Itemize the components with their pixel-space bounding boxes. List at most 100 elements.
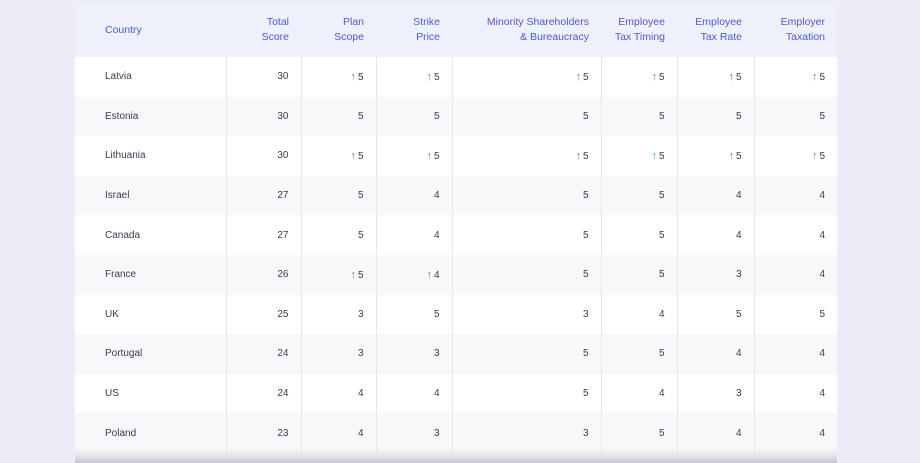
cell-tax-rate: 4 (676, 413, 754, 453)
cell-value: 4 (819, 348, 825, 360)
cell-tax-rate: 4 (676, 175, 754, 216)
cell-total-score: 24 (225, 334, 301, 374)
cell-tax-timing: 5 (600, 215, 677, 255)
cell-value: 5 (433, 110, 440, 122)
cell-tax-rate: 3 (676, 254, 754, 295)
cell-value: 5 (658, 269, 665, 281)
cell-value: 5 (819, 150, 825, 162)
arrow-up-icon: ↑ (426, 268, 432, 281)
arrow-up-icon: ↑ (728, 149, 734, 162)
cell-plan-scope: 3 (300, 294, 376, 335)
cell-tax-timing: 5 (600, 413, 677, 453)
header-strike-price[interactable]: Strike Price (413, 16, 440, 43)
table-row: Israel 27 5 4 5 5 4 4 (75, 175, 837, 216)
arrow-up-icon: ↑ (426, 70, 432, 83)
cell-minority: 5 (451, 373, 601, 414)
cell-tax-timing: ↑ 5 (600, 136, 677, 176)
cell-minority: 5 (451, 215, 601, 255)
cell-strike-price: ↑ 4 (375, 254, 452, 295)
cell-tax-rate: 4 (676, 215, 754, 255)
cell-value: 5 (658, 190, 665, 202)
cell-value: 3 (433, 348, 440, 360)
cell-value: 5 (357, 269, 364, 281)
table-row: Lithuania 30 ↑ 5 ↑ 5 ↑ 5 ↑ 5 ↑ 5 ↑ 5 (75, 136, 837, 176)
cell-employer-tax: 4 (753, 334, 837, 374)
cell-value: 5 (433, 71, 440, 83)
cell-value: 5 (357, 150, 364, 162)
cell-value: 5 (658, 427, 665, 439)
cell-value: 5 (819, 110, 825, 122)
header-plan-scope[interactable]: Plan Scope (334, 16, 364, 43)
arrow-up-icon: ↑ (350, 70, 356, 83)
cell-total-score: 24 (225, 373, 301, 414)
cell-country: UK (105, 308, 119, 320)
header-country[interactable]: Country (105, 23, 142, 36)
cell-minority: 5 (451, 175, 601, 216)
cell-minority: ↑ 5 (451, 57, 601, 97)
header-minority-shareholders[interactable]: Minority Shareholders & Bureaucracy (486, 16, 589, 43)
cell-value: 5 (658, 348, 665, 360)
cell-value: 5 (582, 348, 589, 360)
cell-strike-price: ↑ 5 (375, 57, 452, 97)
cell-value: 3 (582, 308, 589, 320)
header-employee-tax-timing[interactable]: Employee Tax Timing (614, 16, 665, 43)
cell-value: 4 (735, 229, 742, 241)
arrow-up-icon: ↑ (575, 149, 581, 162)
cell-value: 4 (819, 388, 825, 400)
table-body: Latvia 30 ↑ 5 ↑ 5 ↑ 5 ↑ 5 ↑ 5 ↑ 5 Estonia 30 5 5 5 5 5 5 Lithu… (75, 57, 837, 453)
cell-plan-scope: 3 (300, 334, 376, 374)
cell-value: 5 (658, 150, 665, 162)
cell-employer-tax: 5 (753, 96, 837, 137)
cell-strike-price: 4 (375, 215, 452, 255)
cell-employer-tax: ↑ 5 (753, 57, 837, 97)
cell-minority: 5 (451, 334, 601, 374)
cell-tax-timing: 5 (600, 334, 677, 374)
cell-employer-tax: ↑ 5 (753, 136, 837, 176)
cell-value: 5 (735, 308, 742, 320)
cell-value: 5 (582, 71, 589, 83)
cell-strike-price: ↑ 5 (375, 136, 452, 176)
cell-plan-scope: ↑ 5 (300, 136, 376, 176)
table-row: US 24 4 4 5 4 3 4 (75, 373, 837, 414)
cell-value: 4 (735, 190, 742, 202)
cell-strike-price: 4 (375, 373, 452, 414)
arrow-up-icon: ↑ (811, 70, 818, 83)
cell-tax-timing: 4 (600, 373, 677, 414)
cell-value: 4 (819, 269, 825, 281)
cell-value: 5 (658, 71, 665, 83)
cell-value: 3 (357, 308, 364, 320)
table-row: Portugal 24 3 3 5 5 4 4 (75, 334, 837, 374)
header-employer-taxation[interactable]: Employer Taxation (780, 16, 825, 43)
cell-value: 5 (357, 190, 364, 202)
cell-value: 5 (582, 229, 589, 241)
cell-value: 4 (433, 388, 440, 400)
cell-value: 4 (433, 269, 440, 281)
arrow-up-icon: ↑ (811, 149, 818, 162)
table-header-row: Country Total Score Plan Scope Strike Pr… (75, 3, 837, 57)
cell-minority: 3 (451, 413, 601, 453)
cell-plan-scope: ↑ 5 (300, 57, 376, 97)
cell-employer-tax: 5 (753, 294, 837, 335)
cell-value: 5 (433, 308, 440, 320)
cell-tax-timing: 5 (600, 254, 677, 295)
cell-value: 4 (735, 427, 742, 439)
ranking-table-card: Country Total Score Plan Scope Strike Pr… (75, 3, 837, 463)
cell-country: US (105, 388, 119, 400)
cell-tax-timing: 5 (600, 175, 677, 216)
cell-strike-price: 5 (375, 294, 452, 335)
cell-total-score: 27 (225, 175, 301, 216)
cell-value: 4 (357, 427, 364, 439)
cell-minority: 3 (451, 294, 601, 335)
cell-country: Latvia (105, 71, 132, 83)
cell-value: 5 (582, 110, 589, 122)
table-row: UK 25 3 5 3 4 5 5 (75, 294, 837, 335)
table-row: France 26 ↑ 5 ↑ 4 5 5 3 4 (75, 254, 837, 295)
table-row: Latvia 30 ↑ 5 ↑ 5 ↑ 5 ↑ 5 ↑ 5 ↑ 5 (75, 57, 837, 97)
cell-value: 5 (357, 71, 364, 83)
header-total-score[interactable]: Total Score (261, 16, 289, 43)
header-employee-tax-rate[interactable]: Employee Tax Rate (695, 16, 742, 43)
cell-tax-rate: 3 (676, 373, 754, 414)
cell-value: 5 (819, 71, 825, 83)
cell-value: 4 (433, 190, 440, 202)
cell-country: Canada (105, 229, 141, 241)
